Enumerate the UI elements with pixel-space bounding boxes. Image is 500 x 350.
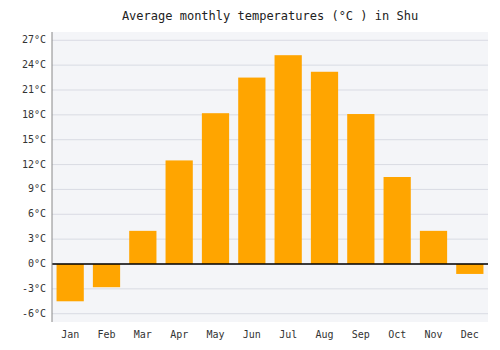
zero-line: [52, 263, 488, 265]
y-tick-label: 18°C: [22, 109, 46, 120]
y-axis-line: [52, 32, 53, 322]
grid-line: [52, 164, 488, 165]
grid-line: [52, 65, 488, 66]
x-tick-label: Dec: [461, 329, 479, 340]
bar: [311, 72, 338, 264]
y-tick-label: 24°C: [22, 59, 46, 70]
bar: [202, 113, 229, 264]
y-tick-label: 6°C: [28, 208, 46, 219]
y-tick-label: -6°C: [22, 308, 46, 319]
x-tick-labels: Jan Feb Mar Apr May Jun Jul Aug Sep Oct Nov Dec: [61, 329, 479, 340]
y-grid: [52, 40, 488, 313]
chart-container: -6°C -3°C 0°C 3°C 6°C 9°C 12°C 15°C 18°C 21°C 24°C…: [0, 0, 500, 350]
bar: [456, 264, 483, 274]
x-tick-label: Apr: [170, 329, 188, 340]
y-tick-label: 27°C: [22, 34, 46, 45]
grid-line: [52, 40, 488, 41]
bar: [93, 264, 120, 287]
y-tick-label: 15°C: [22, 134, 46, 145]
grid-line: [52, 288, 488, 289]
x-tick-label: Nov: [424, 329, 442, 340]
bar: [166, 160, 193, 264]
bar: [275, 55, 302, 264]
bar: [347, 114, 374, 264]
grid-line: [52, 313, 488, 314]
grid-line: [52, 189, 488, 190]
y-tick-label: 12°C: [22, 159, 46, 170]
x-tick-label: Jun: [243, 329, 261, 340]
x-tick-label: Feb: [97, 329, 115, 340]
bar: [57, 264, 84, 301]
y-tick-label: 3°C: [28, 233, 46, 244]
bar: [129, 231, 156, 264]
bar: [238, 78, 265, 264]
x-tick-label: May: [206, 329, 224, 340]
x-tick-label: Jul: [279, 329, 297, 340]
y-tick-label: 21°C: [22, 84, 46, 95]
bar: [420, 231, 447, 264]
y-tick-label: 0°C: [28, 258, 46, 269]
x-tick-label: Mar: [134, 329, 152, 340]
bar: [384, 177, 411, 264]
grid-line: [52, 114, 488, 115]
grid-line: [52, 139, 488, 140]
y-tick-label: 9°C: [28, 183, 46, 194]
plot-background: [52, 32, 488, 322]
x-tick-label: Oct: [388, 329, 406, 340]
title: Average monthly temperatures (°C ) in Sh…: [122, 9, 418, 23]
y-tick-label: -3°C: [22, 283, 46, 294]
grid-line: [52, 214, 488, 215]
grid-line: [52, 90, 488, 91]
chart: -6°C -3°C 0°C 3°C 6°C 9°C 12°C 15°C 18°C 21°C 24°C…: [0, 0, 500, 350]
grid-line: [52, 264, 488, 265]
x-tick-label: Sep: [352, 329, 370, 340]
x-tick-label: Aug: [315, 329, 333, 340]
y-tick-labels: -6°C -3°C 0°C 3°C 6°C 9°C 12°C 15°C 18°C 21°C 24°C…: [22, 34, 46, 318]
x-tick-label: Jan: [61, 329, 79, 340]
